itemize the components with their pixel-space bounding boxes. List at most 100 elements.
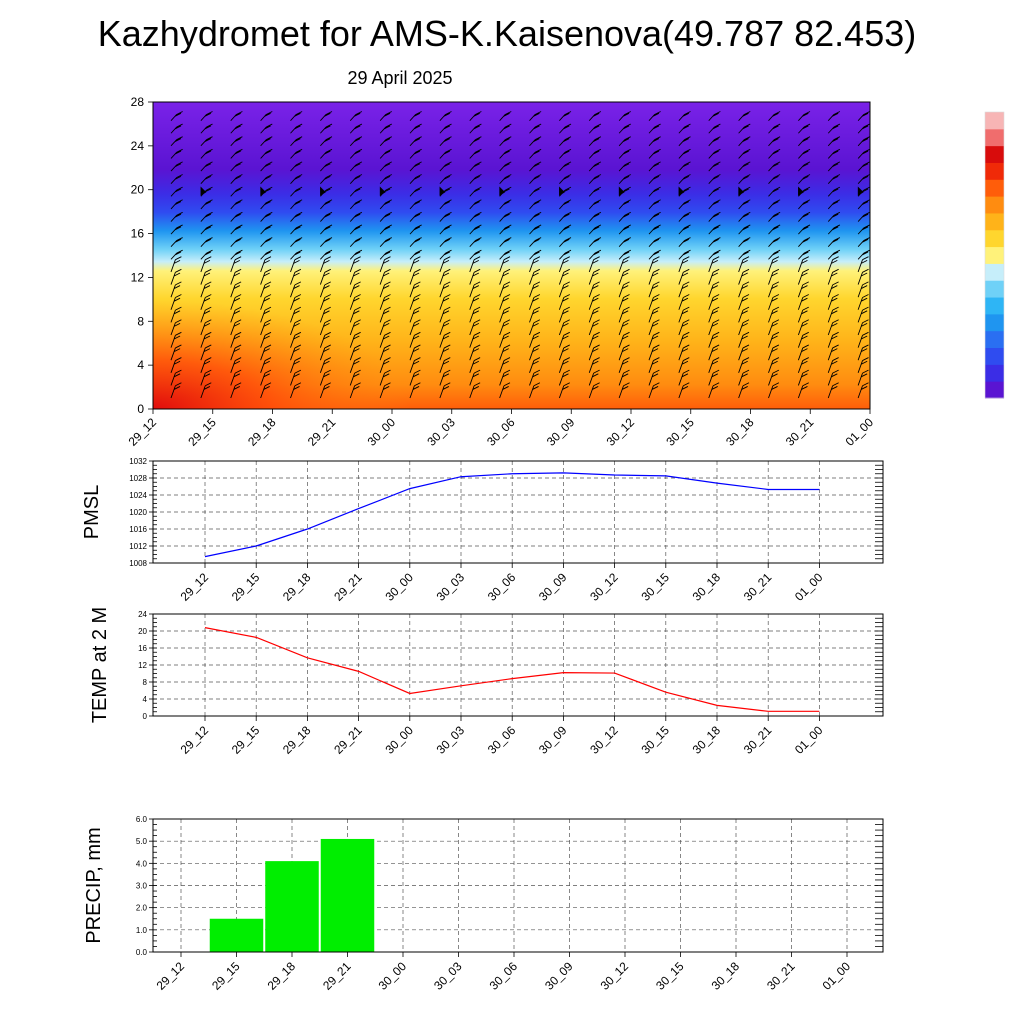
- wind-barb: [529, 249, 542, 260]
- wind-barb: [170, 161, 183, 172]
- wind-barb: [499, 281, 511, 298]
- wind-barb: [499, 148, 512, 159]
- wind-barb: [857, 256, 869, 273]
- xtick-label: 30_00: [382, 570, 416, 604]
- wind-barb: [469, 174, 482, 184]
- wind-barb: [857, 319, 869, 336]
- xtick-label: 01_00: [792, 723, 826, 757]
- wind-barb: [768, 268, 780, 285]
- ytick-label: 1020: [129, 508, 147, 517]
- cs-ytick-label: 20: [131, 183, 145, 197]
- wind-barb: [738, 344, 750, 361]
- wind-barb: [290, 123, 303, 134]
- wind-barb: [200, 294, 212, 310]
- xtick-label: 29_15: [209, 959, 243, 993]
- wind-barb: [349, 382, 361, 399]
- cross-section-panel: 0 4 8 12 16 20 24 28 29_12 29_15 29_18 29_21 30_00 3…: [126, 95, 877, 449]
- wind-barb: [200, 249, 213, 260]
- colorbar-swatch: [985, 196, 1004, 214]
- wind-barb: [230, 237, 243, 248]
- wind-barb: [230, 306, 242, 323]
- wind-barb: [409, 174, 422, 184]
- wind-barb: [439, 382, 451, 399]
- wind-barb: [768, 211, 781, 222]
- wind-barb: [200, 161, 213, 172]
- wind-barb: [170, 136, 183, 147]
- wind-barb: [469, 281, 481, 298]
- wind-barb: [827, 211, 841, 222]
- wind-barb: [708, 186, 721, 197]
- wind-barb: [499, 294, 511, 310]
- wind-barb: [678, 382, 690, 399]
- wind-barb: [768, 111, 781, 121]
- wind-barb: [797, 294, 809, 310]
- wind-barb: [529, 211, 542, 222]
- wind-barb: [529, 123, 542, 134]
- wind-barb: [349, 123, 363, 134]
- wind-barb: [170, 174, 183, 184]
- wind-barb: [559, 237, 572, 248]
- wind-barb: [529, 344, 541, 361]
- wind-barb: [738, 357, 750, 373]
- wind-barb: [618, 331, 630, 348]
- cs-ytick-label: 4: [137, 358, 144, 372]
- wind-barb: [678, 123, 691, 134]
- wind-barb: [170, 237, 183, 248]
- wind-barb: [379, 199, 392, 210]
- wind-barb: [260, 344, 272, 361]
- wind-barb: [529, 268, 541, 285]
- wind-barb: [678, 237, 691, 248]
- ytick-label: 1012: [129, 542, 147, 551]
- wind-barb: [857, 382, 869, 399]
- wind-barb: [827, 161, 841, 172]
- xtick-label: 30_15: [638, 723, 672, 757]
- wind-barb: [678, 331, 690, 348]
- wind-barb: [738, 331, 750, 348]
- wind-barb: [469, 306, 481, 323]
- wind-barb: [319, 357, 331, 373]
- wind-barb: [798, 237, 811, 248]
- wind-barb: [678, 256, 690, 273]
- ytick-label: 1032: [129, 457, 147, 466]
- wind-barb: [170, 111, 183, 121]
- wind-barb: [618, 161, 631, 172]
- colorbar-swatch: [985, 112, 1004, 130]
- wind-barb: [409, 344, 421, 361]
- wind-barb: [230, 199, 243, 210]
- wind-barb: [200, 136, 213, 147]
- wind-barb: [379, 123, 392, 134]
- wind-barb: [857, 237, 870, 248]
- cs-xtick-label: 29_18: [245, 415, 279, 449]
- wind-barb: [678, 294, 690, 310]
- wind-barb: [200, 211, 213, 222]
- wind-barb: [588, 256, 600, 273]
- wind-barb: [857, 331, 869, 348]
- wind-barb: [349, 369, 361, 386]
- wind-barb: [678, 199, 691, 210]
- wind-barb: [170, 249, 183, 260]
- wind-barb: [708, 382, 720, 399]
- colorbar-swatch: [985, 297, 1004, 315]
- wind-barb: [648, 382, 660, 399]
- wind-barb: [319, 369, 331, 386]
- wind-barb: [559, 123, 572, 134]
- wind-barb: [708, 161, 721, 172]
- wind-barb: [379, 136, 392, 147]
- wind-barb: [827, 186, 841, 197]
- wind-barb: [260, 211, 273, 222]
- wind-barb: [678, 249, 691, 260]
- wind-barb: [170, 199, 183, 210]
- wind-barb: [379, 319, 391, 336]
- wind-barb: [290, 306, 302, 323]
- wind-barb: [827, 319, 839, 336]
- cs-xtick-label: 01_00: [843, 415, 877, 449]
- wind-barb: [290, 136, 303, 147]
- wind-barb: [588, 369, 600, 386]
- colorbar-swatch: [985, 212, 1004, 231]
- ytick-label: 5.0: [136, 837, 148, 846]
- colorbar-swatch: [985, 179, 1004, 197]
- xtick-label: 30_15: [638, 570, 672, 604]
- wind-barb: [349, 256, 361, 273]
- wind-barb: [618, 123, 631, 134]
- wind-barb: [379, 331, 391, 348]
